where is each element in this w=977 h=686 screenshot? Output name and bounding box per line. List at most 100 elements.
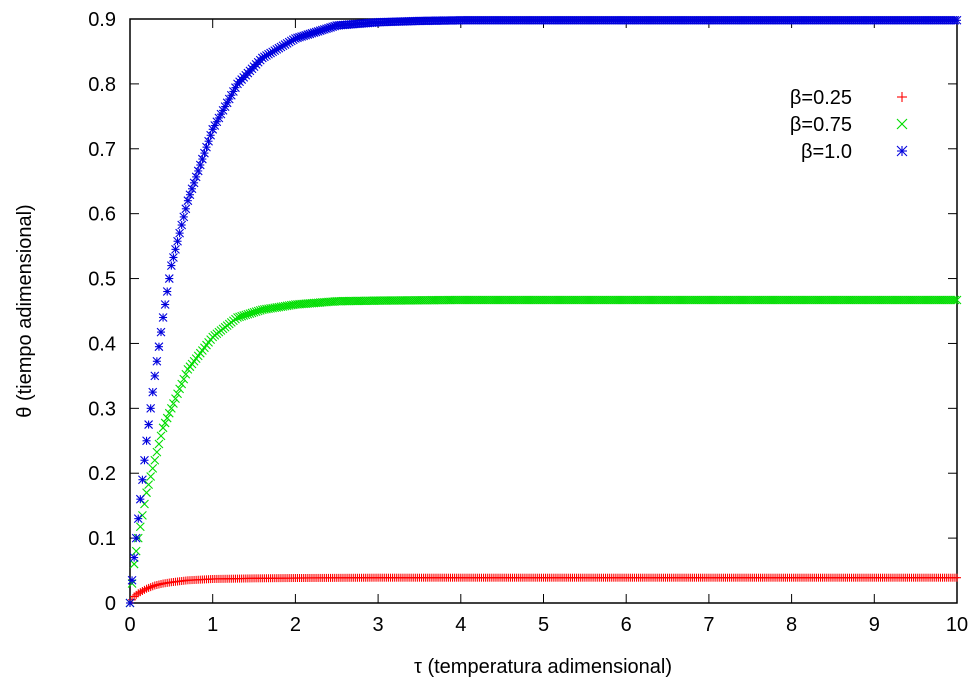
data-point bbox=[138, 511, 147, 520]
data-point bbox=[541, 295, 550, 305]
data-point bbox=[195, 160, 205, 170]
data-point bbox=[435, 295, 445, 305]
x-axis-label: τ (temperatura adimensional) bbox=[414, 656, 672, 678]
data-point bbox=[415, 295, 424, 305]
x-tick-label: 7 bbox=[703, 614, 714, 636]
data-point bbox=[561, 295, 571, 305]
data-point bbox=[162, 413, 172, 423]
data-point bbox=[772, 295, 782, 305]
data-point bbox=[129, 559, 139, 569]
data-point bbox=[156, 327, 166, 337]
data-point bbox=[853, 295, 863, 305]
y-tick-label: 0.7 bbox=[88, 139, 116, 161]
data-point bbox=[588, 295, 598, 305]
data-point bbox=[793, 295, 803, 305]
data-point bbox=[677, 295, 687, 305]
series-layer bbox=[125, 15, 962, 608]
data-point bbox=[491, 295, 501, 305]
data-point bbox=[737, 295, 747, 305]
data-point bbox=[859, 295, 869, 305]
data-point bbox=[791, 295, 801, 305]
x-tick-label: 3 bbox=[373, 614, 384, 636]
data-point bbox=[183, 196, 193, 206]
data-point bbox=[632, 295, 641, 305]
data-point bbox=[578, 295, 588, 305]
data-point bbox=[605, 295, 615, 305]
data-point bbox=[749, 295, 759, 305]
legend-marker bbox=[896, 145, 908, 157]
data-point bbox=[175, 384, 185, 394]
data-point bbox=[702, 295, 712, 305]
data-point bbox=[218, 105, 228, 115]
data-point bbox=[659, 295, 668, 305]
data-point bbox=[675, 295, 685, 305]
x-tick-label: 5 bbox=[538, 614, 549, 636]
data-point bbox=[144, 583, 153, 592]
legend-marker bbox=[896, 118, 908, 130]
data-point bbox=[576, 295, 586, 305]
data-point bbox=[762, 295, 772, 305]
data-point bbox=[818, 295, 828, 305]
data-point bbox=[652, 295, 662, 305]
data-point bbox=[816, 295, 825, 305]
data-point bbox=[164, 408, 174, 418]
data-point bbox=[586, 295, 596, 305]
data-point bbox=[735, 295, 745, 305]
data-point bbox=[882, 295, 892, 305]
data-point bbox=[516, 295, 526, 305]
data-point bbox=[555, 295, 565, 305]
data-point bbox=[524, 295, 534, 305]
data-point bbox=[774, 295, 784, 305]
data-point bbox=[857, 295, 867, 305]
data-point bbox=[727, 295, 737, 305]
data-point bbox=[501, 295, 511, 305]
data-point bbox=[603, 295, 612, 305]
data-point bbox=[166, 261, 176, 270]
data-point bbox=[164, 274, 174, 283]
data-point bbox=[894, 295, 904, 305]
data-point bbox=[805, 295, 815, 305]
data-point bbox=[530, 295, 540, 305]
data-point bbox=[140, 585, 149, 594]
data-point bbox=[824, 295, 834, 305]
data-point bbox=[822, 295, 832, 305]
legend-marker bbox=[897, 92, 907, 102]
y-tick-label: 0.9 bbox=[88, 9, 116, 31]
data-point bbox=[402, 296, 412, 305]
data-point bbox=[208, 124, 218, 134]
data-point bbox=[557, 295, 567, 305]
data-point bbox=[694, 295, 703, 305]
x-tick-label: 2 bbox=[290, 614, 301, 636]
data-point bbox=[640, 295, 650, 305]
data-point bbox=[508, 295, 517, 305]
data-point bbox=[611, 295, 621, 305]
data-point bbox=[851, 295, 861, 305]
data-point bbox=[621, 295, 631, 305]
data-point bbox=[704, 295, 714, 305]
data-point bbox=[687, 295, 697, 305]
data-point bbox=[820, 295, 830, 305]
y-tick-label: 0.5 bbox=[88, 269, 116, 291]
data-point bbox=[590, 295, 600, 305]
data-point bbox=[865, 295, 875, 305]
data-point bbox=[386, 296, 395, 305]
data-point bbox=[936, 295, 945, 305]
data-point bbox=[497, 295, 507, 305]
data-point bbox=[160, 300, 170, 309]
data-point bbox=[526, 295, 536, 305]
data-point bbox=[733, 295, 743, 305]
data-point bbox=[148, 387, 158, 397]
y-tick-label: 0.6 bbox=[88, 204, 116, 226]
data-point bbox=[671, 295, 681, 305]
data-point bbox=[158, 423, 168, 433]
data-point bbox=[840, 295, 850, 305]
data-point bbox=[568, 295, 577, 305]
data-point bbox=[425, 295, 435, 305]
data-point bbox=[952, 295, 962, 305]
data-point bbox=[171, 244, 180, 254]
legend-label: β=0.75 bbox=[790, 114, 852, 136]
data-point bbox=[747, 295, 757, 305]
data-point bbox=[171, 394, 180, 403]
data-point bbox=[942, 295, 952, 305]
